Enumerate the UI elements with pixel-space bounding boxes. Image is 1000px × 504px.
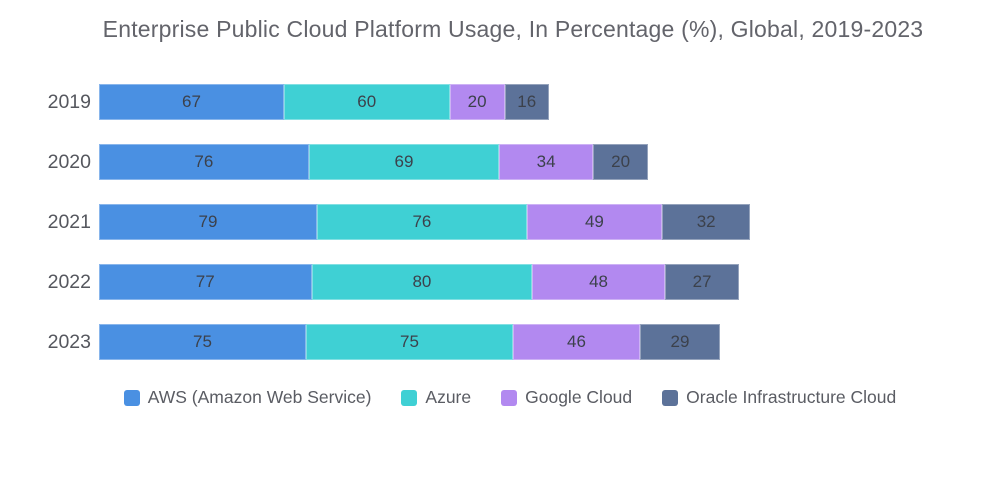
legend-swatch-icon <box>501 389 518 406</box>
stacked-bar: 75 75 46 29 <box>99 324 720 360</box>
bar-row-2019: 2019 67 60 20 16 <box>0 84 1000 120</box>
legend-label: Oracle Infrastructure Cloud <box>686 387 897 407</box>
stacked-bar: 77 80 48 27 <box>99 264 740 300</box>
bar-segment: 49 <box>526 204 663 240</box>
bar-segment: 67 <box>99 84 284 120</box>
bar-segment: 32 <box>662 204 751 240</box>
bar-segment: 34 <box>499 144 594 180</box>
bar-segment: 60 <box>283 84 450 120</box>
bar-segment: 75 <box>306 324 513 360</box>
year-label: 2020 <box>47 150 91 173</box>
bar-row-2021: 2021 79 76 49 32 <box>0 204 1000 240</box>
bar-segment: 75 <box>99 324 306 360</box>
stacked-bar: 79 76 49 32 <box>99 204 751 240</box>
bar-segment: 77 <box>99 264 312 300</box>
bar-row-2022: 2022 77 80 48 27 <box>0 264 1000 300</box>
bar-segment: 20 <box>449 84 505 120</box>
year-label: 2022 <box>47 270 91 293</box>
bar-segment: 27 <box>664 264 740 300</box>
bar-segment: 76 <box>317 204 527 240</box>
bar-row-2020: 2020 76 69 34 20 <box>0 144 1000 180</box>
stacked-bar: 76 69 34 20 <box>99 144 649 180</box>
legend-swatch-icon <box>662 389 679 406</box>
bar-rows: 2019 67 60 20 16 2020 76 69 34 20 2021 79 76 49 32 2022… <box>0 84 1000 360</box>
legend-label: AWS (Amazon Web Service) <box>147 387 372 407</box>
legend-item: Azure <box>401 387 471 408</box>
bar-segment: 46 <box>513 324 640 360</box>
bar-segment: 76 <box>99 144 309 180</box>
legend-swatch-icon <box>123 389 140 406</box>
bar-segment: 80 <box>311 264 533 300</box>
bar-segment: 16 <box>504 84 549 120</box>
stacked-bar: 67 60 20 16 <box>99 84 549 120</box>
bar-segment: 20 <box>593 144 649 180</box>
bar-segment: 29 <box>639 324 720 360</box>
bar-row-2023: 2023 75 75 46 29 <box>0 324 1000 360</box>
year-label: 2019 <box>47 90 91 113</box>
legend-label: Google Cloud <box>525 387 633 407</box>
bar-segment: 69 <box>308 144 500 180</box>
legend-swatch-icon <box>401 389 418 406</box>
legend: AWS (Amazon Web Service) Azure Google Clou… <box>0 387 1000 408</box>
year-label: 2023 <box>47 330 91 353</box>
bar-segment: 48 <box>532 264 665 300</box>
year-label: 2021 <box>47 210 91 233</box>
legend-item: Google Cloud <box>501 387 632 408</box>
legend-label: Azure <box>425 387 472 407</box>
legend-item: Oracle Infrastructure Cloud <box>662 387 896 408</box>
chart-title: Enterprise Public Cloud Platform Usage, … <box>102 16 924 42</box>
legend-item: AWS (Amazon Web Service) <box>123 387 372 408</box>
bar-segment: 79 <box>99 204 318 240</box>
